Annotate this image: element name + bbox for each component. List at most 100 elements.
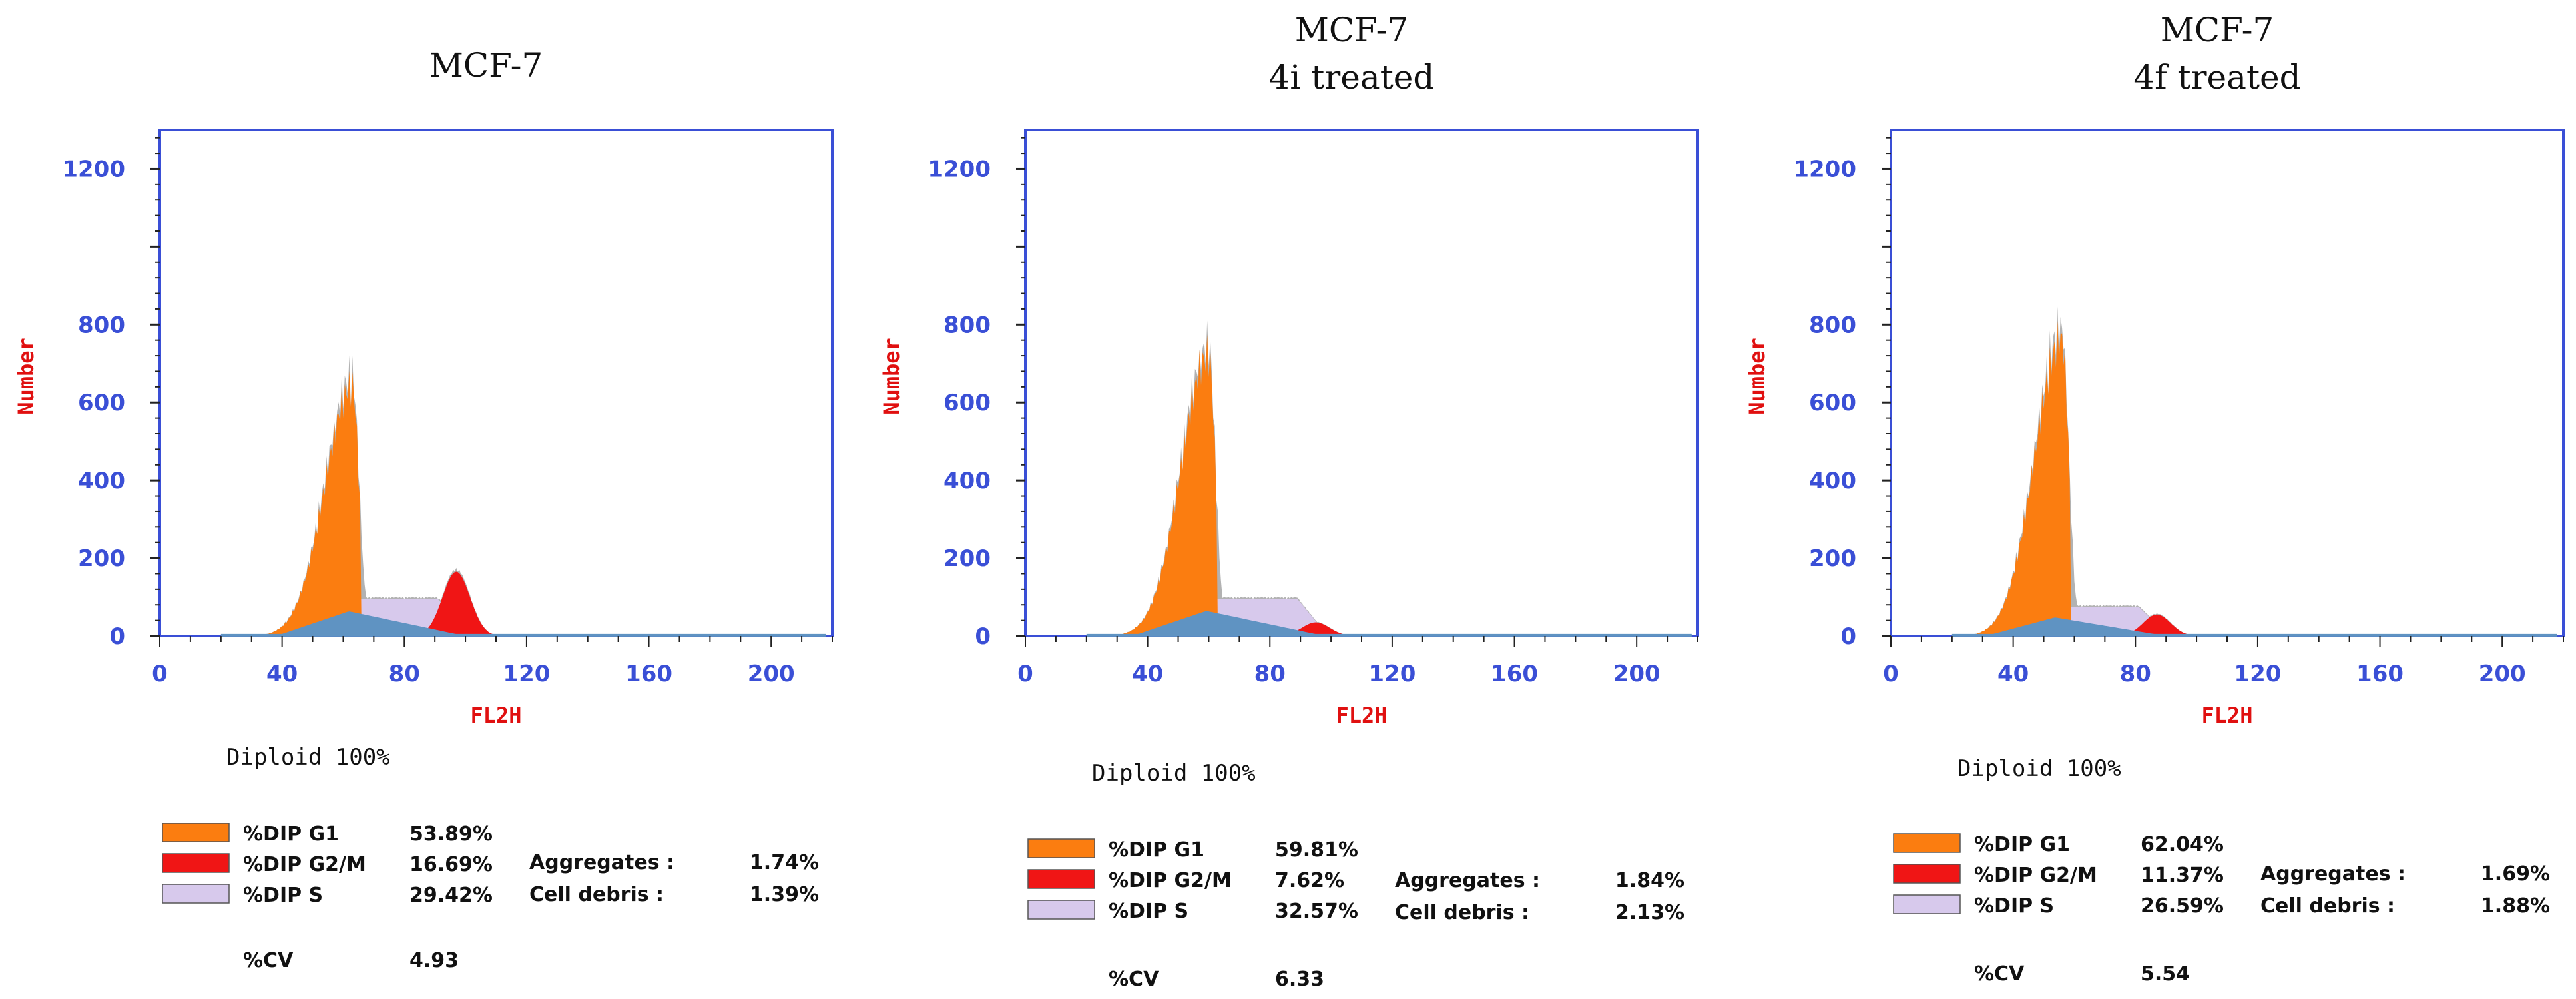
s-phase-fit-area [1132, 611, 1325, 636]
x-tick-label: 40 [266, 661, 298, 687]
x-tick-label: 200 [748, 661, 795, 687]
legend-value: 59.81% [1275, 838, 1358, 862]
diploid-label: Diploid 100% [226, 744, 390, 771]
legend-value: 32.57% [1275, 900, 1358, 923]
x-tick-label: 80 [2120, 661, 2151, 687]
g2m-peak-area [419, 571, 493, 636]
legend-swatch-g1 [162, 823, 230, 842]
chart-title: 4f treated [2133, 58, 2300, 97]
legend-value: 53.89% [409, 823, 493, 846]
x-tick-label: 0 [1883, 661, 1899, 687]
g1-peak-area [245, 370, 362, 636]
x-tick-label: 120 [503, 661, 550, 687]
legend-swatch-s [1027, 900, 1095, 920]
x-tick-label: 40 [1132, 661, 1163, 687]
chart-title: 4i treated [1269, 58, 1435, 97]
legend-label: %DIP G1 [1974, 833, 2070, 856]
x-tick-label: 120 [1368, 661, 1416, 687]
x-tick-label: 200 [2479, 661, 2526, 687]
y-tick-label: 400 [1809, 468, 1856, 494]
debris-label: Cell debris : [529, 883, 664, 906]
aggregates-value: 1.69% [2481, 862, 2550, 886]
x-axis-label: FL2H [1336, 703, 1387, 728]
legend-label: %DIP S [243, 884, 323, 907]
cv-label: %CV [1974, 962, 2025, 986]
legend-swatch-g2m [162, 853, 230, 873]
x-tick-label: 120 [2234, 661, 2281, 687]
legend-swatch-g2m [1893, 864, 1961, 884]
y-axis-label: Number [13, 338, 39, 415]
histogram-panel-1: MCF-7 0 200 400 600 800 1200 0 40 80 120 160 200 FL2H… [13, 46, 834, 972]
cv-value: 5.54 [2141, 962, 2190, 986]
x-tick-label: 160 [2356, 661, 2404, 687]
x-tick-label: 80 [389, 661, 420, 687]
x-tick-label: 40 [1997, 661, 2029, 687]
x-tick-label: 0 [1017, 661, 1033, 687]
s-phase-fit-area [1985, 617, 2167, 636]
cv-label: %CV [1109, 968, 1159, 991]
x-tick-label: 160 [1491, 661, 1538, 687]
legend-swatch-g2m [1027, 869, 1095, 889]
y-tick-label: 600 [78, 390, 125, 416]
diploid-label: Diploid 100% [1957, 755, 2121, 782]
legend-label: %DIP G1 [1109, 838, 1204, 862]
y-tick-label: 200 [1809, 545, 1856, 572]
x-axis-label: FL2H [2201, 703, 2252, 728]
y-tick-label: 800 [1809, 312, 1856, 338]
g1-peak-area [1111, 334, 1218, 636]
chart-title: MCF-7 [429, 46, 543, 85]
aggregates-label: Aggregates : [1395, 869, 1540, 892]
legend-value: 7.62% [1275, 869, 1344, 892]
chart-title: MCF-7 [2161, 11, 2274, 49]
debris-value: 1.88% [2481, 894, 2550, 918]
legend-value: 62.04% [2141, 833, 2224, 856]
y-tick-label: 800 [943, 312, 991, 338]
plot-frame [1024, 129, 1699, 637]
y-tick-label: 0 [1840, 623, 1856, 650]
y-tick-label: 1200 [1793, 156, 1856, 182]
x-axis-label: FL2H [470, 703, 521, 728]
y-tick-label: 0 [109, 623, 125, 650]
legend-swatch-g1 [1893, 833, 1961, 853]
x-tick-label: 80 [1254, 661, 1286, 687]
plot-frame [1890, 129, 2565, 637]
y-tick-label: 0 [975, 623, 991, 650]
legend-label: %DIP S [1109, 900, 1188, 923]
aggregates-label: Aggregates : [2260, 862, 2406, 886]
y-tick-label: 800 [78, 312, 125, 338]
cv-label: %CV [243, 949, 294, 972]
legend-label: %DIP G2/M [1974, 864, 2097, 887]
aggregates-value: 1.84% [1615, 869, 1684, 892]
legend-label: %DIP S [1974, 894, 2054, 918]
histogram-panel-2: MCF-7 4i treated 0 200 400 600 800 1200 0 40 80 120… [879, 11, 1699, 991]
s-phase-fit-area [276, 611, 466, 636]
x-tick-label: 160 [625, 661, 672, 687]
y-tick-label: 1200 [62, 156, 125, 182]
debris-label: Cell debris : [2260, 894, 2395, 918]
aggregates-label: Aggregates : [529, 851, 674, 874]
debris-label: Cell debris : [1395, 901, 1529, 924]
legend-swatch-s [162, 884, 230, 904]
debris-value: 1.39% [750, 883, 819, 906]
y-axis-label: Number [879, 338, 904, 415]
debris-value: 2.13% [1615, 901, 1684, 924]
y-tick-label: 400 [78, 468, 125, 494]
diploid-label: Diploid 100% [1092, 760, 1256, 787]
legend-value: 11.37% [2141, 864, 2224, 887]
y-tick-label: 1200 [927, 156, 991, 182]
plot-frame [158, 129, 834, 637]
histogram-panel-3: MCF-7 4f treated 0 200 400 600 800 1200 0 40 80 120… [1744, 11, 2565, 986]
y-tick-label: 200 [943, 545, 991, 572]
aggregates-value: 1.74% [750, 851, 819, 874]
y-tick-label: 400 [943, 468, 991, 494]
legend-label: %DIP G2/M [1109, 869, 1232, 892]
y-tick-label: 200 [78, 545, 125, 572]
legend-value: 26.59% [2141, 894, 2224, 918]
chart-title: MCF-7 [1295, 11, 1409, 49]
legend-value: 29.42% [409, 884, 493, 907]
y-tick-label: 600 [1809, 390, 1856, 416]
x-tick-label: 0 [152, 661, 168, 687]
legend-swatch-g1 [1027, 838, 1095, 858]
legend-value: 16.69% [409, 853, 493, 876]
